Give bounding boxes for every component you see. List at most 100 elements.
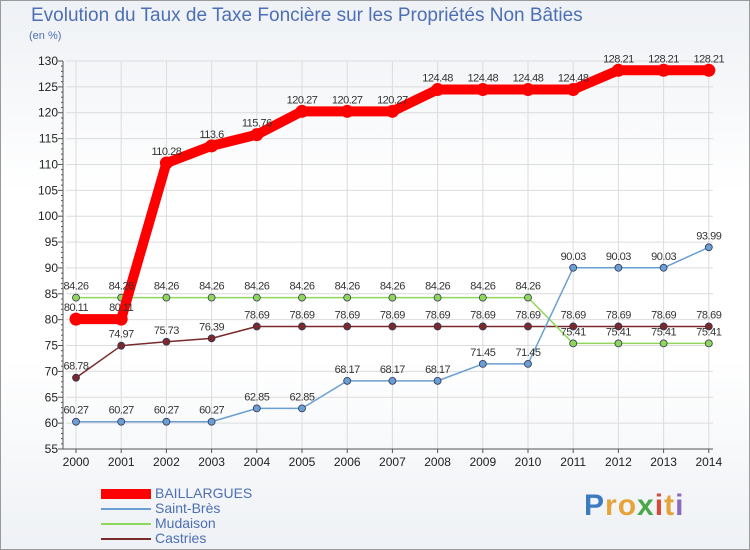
data-label: 75.41: [561, 326, 586, 338]
data-label: 124.48: [513, 73, 544, 85]
data-point: [343, 322, 352, 331]
data-point: [524, 359, 532, 368]
data-point: [478, 293, 487, 302]
data-point: [159, 156, 173, 170]
data-label: 124.48: [467, 73, 498, 85]
logo-letter: i: [675, 489, 685, 522]
data-point: [478, 359, 487, 368]
data-point: [298, 322, 306, 331]
data-point: [385, 104, 399, 118]
data-label: 76.39: [199, 321, 224, 333]
data-label: 78.69: [515, 309, 540, 321]
y-tick-label: 115: [39, 132, 58, 146]
y-tick-label: 60: [45, 416, 59, 430]
y-unit-label: (en %): [29, 30, 62, 42]
data-point: [298, 293, 306, 302]
legend-swatch-baillargues: [101, 489, 151, 499]
data-point: [433, 322, 442, 331]
data-label: 78.69: [651, 309, 676, 321]
x-tick-label: 2007: [379, 455, 406, 469]
data-label: 78.69: [425, 309, 450, 321]
data-label: 78.69: [696, 309, 721, 321]
data-label: 115.76: [242, 118, 272, 130]
y-tick-label: 55: [45, 442, 59, 456]
data-label: 84.26: [154, 281, 179, 293]
data-label: 93.99: [696, 230, 721, 242]
data-label: 74.97: [109, 329, 134, 341]
data-point: [340, 104, 354, 118]
legend-label-castries: Castries: [155, 530, 207, 546]
data-point: [433, 293, 442, 302]
data-point: [521, 83, 535, 97]
data-label: 84.26: [244, 281, 269, 293]
data-label: 84.26: [199, 281, 224, 293]
y-tick-label: 95: [45, 235, 59, 249]
data-label: 60.27: [199, 405, 224, 417]
y-tick-label: 105: [38, 183, 58, 197]
data-point: [704, 339, 713, 348]
data-label: 62.85: [244, 391, 269, 403]
data-point: [524, 293, 532, 302]
x-tick-label: 2006: [334, 455, 361, 469]
y-tick-label: 110: [39, 157, 58, 171]
x-tick-label: 2011: [560, 455, 586, 469]
data-point: [298, 404, 306, 413]
data-label: 71.45: [470, 347, 495, 359]
data-point: [69, 312, 83, 326]
x-tick-label: 2008: [424, 455, 451, 469]
data-label: 84.26: [425, 281, 450, 293]
data-label: 78.69: [289, 309, 314, 321]
data-label: 120.27: [287, 94, 318, 106]
data-label: 75.41: [606, 326, 631, 338]
data-label: 78.69: [470, 309, 495, 321]
data-point: [388, 293, 397, 302]
data-point: [659, 322, 668, 331]
data-label: 120.27: [332, 94, 363, 106]
data-label: 71.45: [515, 347, 540, 359]
proxiti-logo: Proxiti: [584, 489, 684, 523]
data-label: 60.27: [63, 405, 88, 417]
data-point: [611, 63, 625, 77]
legend-label-baillargues: BAILLARGUES: [155, 485, 253, 501]
y-tick-label: 120: [38, 106, 58, 120]
data-point: [614, 339, 623, 348]
data-point: [569, 322, 578, 331]
data-point: [478, 322, 487, 331]
data-label: 78.69: [244, 309, 269, 321]
data-point: [162, 417, 171, 426]
y-tick-label: 80: [45, 313, 59, 327]
data-point: [207, 417, 216, 426]
x-tick-label: 2010: [515, 455, 542, 469]
data-label: 78.69: [606, 309, 631, 321]
data-label: 75.41: [651, 326, 676, 338]
y-tick-label: 125: [38, 80, 58, 94]
x-tick-label: 2005: [289, 455, 316, 469]
data-point: [702, 63, 716, 77]
data-label: 84.26: [470, 281, 495, 293]
data-label: 90.03: [651, 251, 676, 263]
data-label: 80.11: [109, 302, 134, 314]
y-tick-label: 75: [45, 339, 59, 353]
data-label: 90.03: [606, 251, 631, 263]
data-point: [704, 322, 713, 331]
y-tick-label: 130: [38, 54, 58, 68]
chart-title: Evolution du Taux de Taxe Foncière sur l…: [31, 5, 583, 26]
y-tick-label: 65: [45, 390, 59, 404]
data-label: 68.17: [425, 364, 450, 376]
x-tick-label: 2002: [153, 455, 180, 469]
data-point: [388, 376, 397, 385]
data-point: [252, 322, 261, 331]
data-point: [704, 243, 713, 252]
data-point: [72, 293, 80, 302]
data-point: [431, 83, 445, 97]
data-label: 60.27: [109, 405, 134, 417]
legend-swatch-mudaison: [101, 523, 151, 525]
logo-letter: i: [654, 489, 665, 522]
data-label: 84.26: [515, 281, 540, 293]
legend-swatch-castries: [101, 538, 151, 540]
data-point: [476, 83, 490, 97]
x-tick-label: 2013: [650, 455, 677, 469]
legend-swatch-saint-bres: [101, 508, 151, 510]
